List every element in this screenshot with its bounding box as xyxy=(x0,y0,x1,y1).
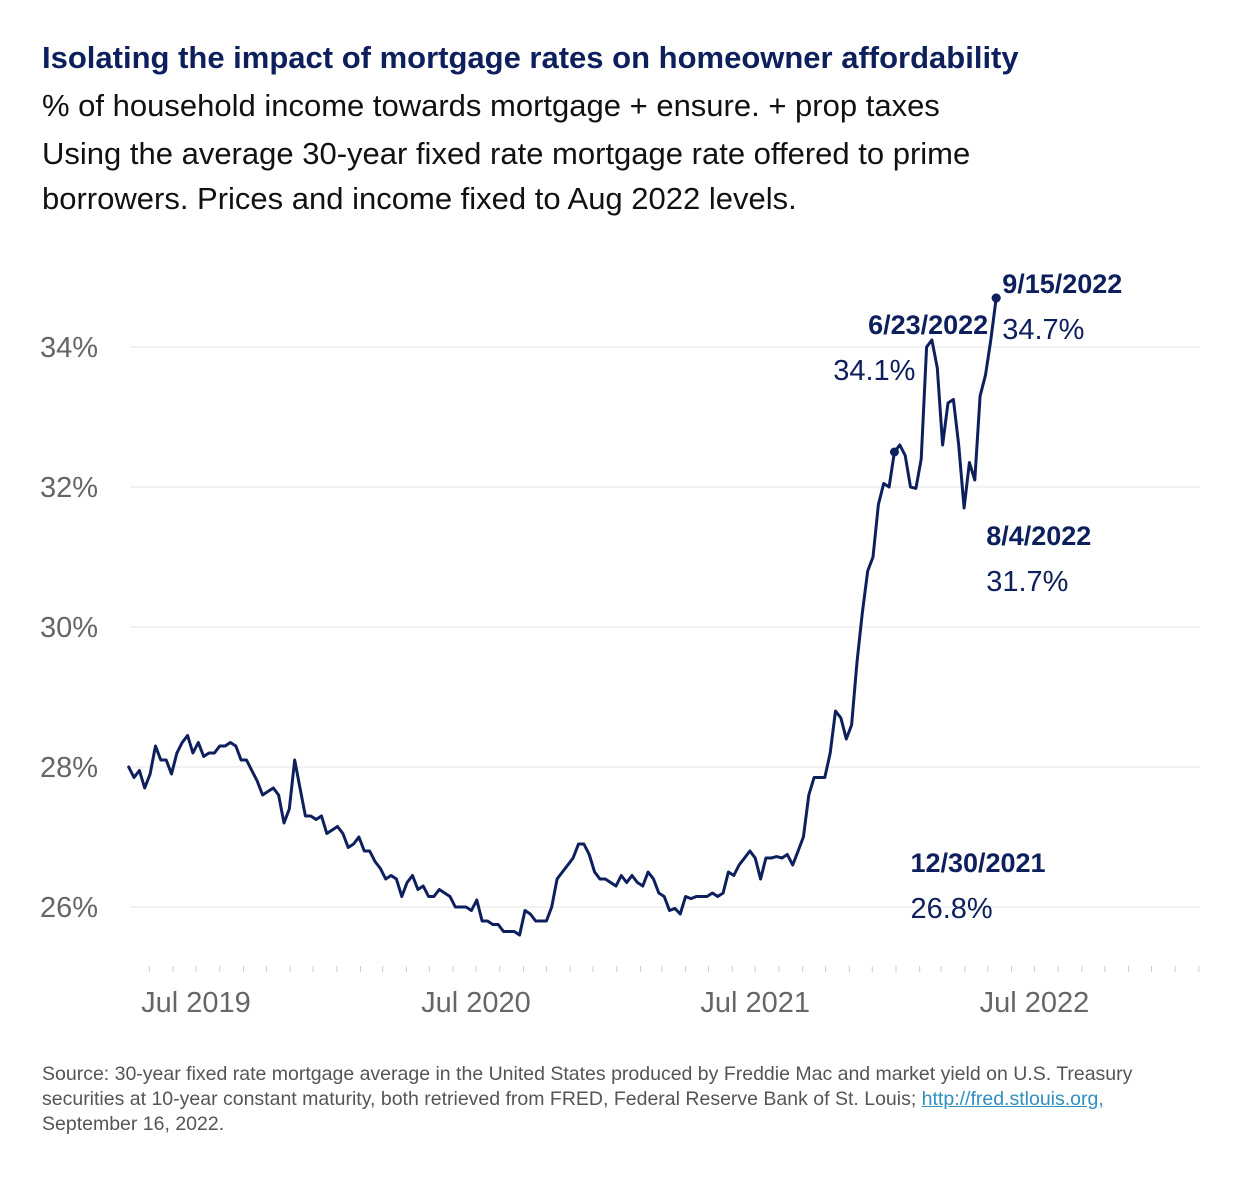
gridlines xyxy=(130,346,1200,908)
source-note: Source: 30-year fixed rate mortgage aver… xyxy=(42,1062,1202,1137)
y-tick-label-28: 28% xyxy=(40,752,98,784)
line-chart: 26% 28% 30% 32% 34% Jul 2019 Jul 2020 Jul 2021… xyxy=(40,269,1200,1019)
chart-subtitle-line-1: % of household income towards mortgage +… xyxy=(42,88,940,123)
source-date: September 16, 2022. xyxy=(42,1113,225,1135)
annotation-marker-3 xyxy=(991,293,1001,303)
annotation-date-2: 6/23/2022 xyxy=(868,310,988,340)
annotation-marker-1 xyxy=(889,447,899,457)
chart-subtitle-line-3: borrowers. Prices and income fixed to Au… xyxy=(42,181,797,216)
annotation-date-3: 8/4/2022 xyxy=(986,521,1091,551)
series-line xyxy=(127,296,998,937)
series-affordability xyxy=(127,296,998,937)
x-tick-label-2022: Jul 2022 xyxy=(980,987,1090,1019)
annotation-value-4: 34.7% xyxy=(1002,314,1084,346)
y-tick-label-32: 32% xyxy=(40,472,98,504)
x-tick-label-2019: Jul 2019 xyxy=(141,987,251,1019)
annotation-date-4: 9/15/2022 xyxy=(1002,269,1122,299)
x-axis: Jul 2019 Jul 2020 Jul 2021 Jul 2022 xyxy=(141,966,1200,1019)
chart-title: Isolating the impact of mortgage rates o… xyxy=(42,40,1019,75)
y-tick-label-30: 30% xyxy=(40,612,98,644)
annotations: 12/30/2021 26.8% 6/23/2022 34.1% 8/4/2022 31.… xyxy=(833,269,1122,925)
annotation-value-1: 26.8% xyxy=(910,893,992,925)
annotation-value-3: 31.7% xyxy=(986,566,1068,598)
y-tick-label-34: 34% xyxy=(40,332,98,364)
annotation-value-2: 34.1% xyxy=(833,355,915,387)
x-tick-label-2020: Jul 2020 xyxy=(421,987,531,1019)
source-text: Source: 30-year fixed rate mortgage aver… xyxy=(42,1063,1133,1110)
source-link[interactable]: http://fred.stlouis.org, xyxy=(921,1088,1104,1110)
y-axis-ticks: 26% 28% 30% 32% 34% xyxy=(40,332,98,924)
annotation-date-1: 12/30/2021 xyxy=(910,848,1045,878)
y-tick-label-26: 26% xyxy=(40,892,98,924)
chart-subtitle-line-2: Using the average 30-year fixed rate mor… xyxy=(42,136,971,171)
x-tick-label-2021: Jul 2021 xyxy=(700,987,810,1019)
